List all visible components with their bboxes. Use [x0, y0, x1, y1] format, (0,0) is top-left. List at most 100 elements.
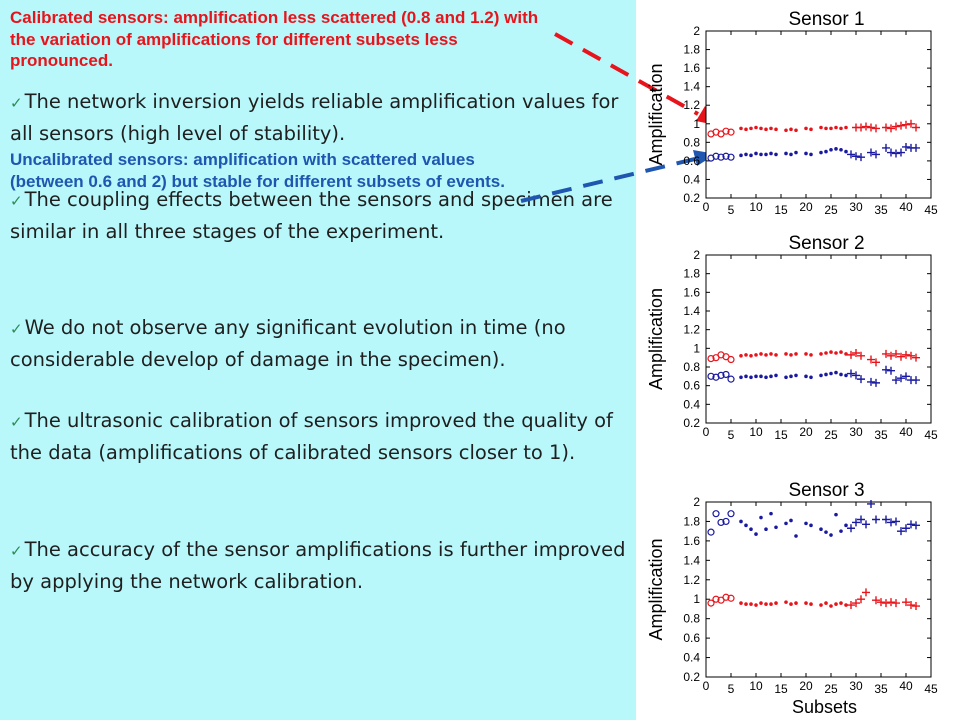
plot-frame — [705, 30, 932, 199]
data-point-dot — [839, 147, 843, 152]
plot-frame — [705, 254, 932, 424]
data-point-plus — [912, 521, 920, 530]
data-point-dot — [819, 373, 823, 378]
data-point-dot — [744, 523, 748, 528]
data-point-dot — [769, 511, 773, 516]
data-point-dot — [784, 375, 788, 380]
sensor-chart-1: Sensor 1 Amplification 0 5 10 15 20 25 30 35 40 45 0… — [646, 9, 938, 217]
x-tick-label: 0 — [703, 200, 710, 214]
data-point-circle — [712, 595, 720, 603]
data-point-dot — [784, 600, 788, 604]
data-point-plus — [852, 152, 860, 161]
x-tick-label: 30 — [849, 425, 863, 439]
data-point-dot — [749, 354, 753, 358]
y-axis-label: Amplification — [646, 63, 666, 165]
data-point-plus — [857, 375, 865, 384]
series-uncalibrated — [707, 499, 920, 538]
y-axis-label: Amplification — [646, 288, 666, 390]
data-point-dot — [774, 127, 778, 132]
y-tick-label: 1.2 — [683, 323, 700, 337]
data-point-plus — [902, 350, 910, 359]
data-point-dot — [754, 125, 758, 130]
x-tick-label: 25 — [824, 428, 838, 442]
data-point-plus — [887, 351, 895, 360]
text-panel — [0, 0, 636, 720]
data-point-dot — [834, 512, 838, 517]
x-tick-label: 10 — [749, 200, 763, 214]
data-point-plus — [912, 123, 920, 132]
data-point-plus — [897, 352, 905, 361]
data-point-dot — [809, 602, 813, 606]
data-point-dot — [829, 350, 833, 354]
bullet-time-evolution: ✓ We do not observe any significant evolu… — [10, 313, 630, 375]
data-point-dot — [804, 151, 808, 156]
data-point-plus — [892, 122, 900, 131]
data-point-dot — [839, 529, 843, 533]
y-tick-label: 1.4 — [683, 304, 700, 318]
x-tick-label: 40 — [899, 200, 913, 214]
data-point-dot — [829, 533, 833, 537]
data-point-dot — [839, 601, 843, 605]
data-point-dot — [769, 352, 773, 356]
data-point-plus — [882, 599, 890, 608]
data-point-dot — [769, 374, 773, 379]
calibrated-arrow-line — [554, 32, 699, 116]
data-point-plus — [887, 124, 895, 133]
y-tick-label: 0.8 — [683, 360, 700, 374]
series-calibrated — [707, 349, 920, 367]
data-point-dot — [839, 350, 843, 354]
x-tick-label: 5 — [728, 682, 735, 696]
bullet-text: The ultrasonic calibration of sensors im… — [10, 409, 613, 464]
x-tick-label: 15 — [774, 428, 788, 442]
data-point-plus — [847, 524, 855, 533]
data-point-plus — [902, 598, 910, 607]
data-point-dot — [829, 371, 833, 376]
data-point-plus — [902, 120, 910, 129]
x-tick-label: 30 — [849, 679, 863, 693]
data-point-dot — [754, 374, 758, 379]
y-tick-label: 2 — [693, 495, 700, 509]
checkmark-icon: ✓ — [10, 413, 23, 431]
series-calibrated — [707, 119, 920, 138]
data-point-dot — [774, 525, 778, 530]
data-point-plus — [867, 377, 875, 386]
data-point-dot — [744, 602, 748, 606]
data-point-dot — [754, 151, 758, 156]
data-point-dot — [824, 149, 828, 154]
data-point-dot — [784, 151, 788, 156]
data-point-dot — [759, 352, 763, 356]
y-tick-label: 1.2 — [683, 573, 700, 587]
data-point-circle — [727, 594, 735, 602]
data-point-dot — [754, 532, 758, 536]
y-tick-label: 2 — [693, 248, 700, 262]
data-point-dot — [809, 152, 813, 157]
series-calibrated — [707, 588, 920, 611]
y-tick-label: 0.4 — [683, 651, 700, 665]
data-point-dot — [824, 601, 828, 605]
chart-title: Sensor 3 — [788, 480, 864, 501]
data-point-dot — [739, 601, 743, 605]
data-point-dot — [774, 353, 778, 357]
y-tick-label: 1 — [693, 117, 700, 131]
x-tick-label: 15 — [774, 203, 788, 217]
data-point-dot — [804, 352, 808, 356]
data-point-dot — [844, 523, 848, 528]
data-point-dot — [744, 127, 748, 132]
x-tick-label: 40 — [899, 679, 913, 693]
data-point-plus — [867, 499, 875, 508]
data-point-plus — [907, 119, 915, 128]
data-point-plus — [892, 376, 900, 385]
data-point-dot — [784, 521, 788, 526]
data-point-dot — [794, 601, 798, 605]
data-point-dot — [804, 601, 808, 605]
data-point-dot — [834, 147, 838, 151]
data-point-dot — [764, 353, 768, 357]
data-point-dot — [839, 126, 843, 131]
data-point-dot — [794, 150, 798, 155]
data-point-dot — [794, 373, 798, 378]
data-point-plus — [872, 515, 880, 524]
data-point-circle — [707, 355, 715, 363]
y-tick-label: 1.4 — [683, 80, 700, 94]
x-tick-label: 35 — [874, 428, 888, 442]
data-point-dot — [739, 354, 743, 358]
